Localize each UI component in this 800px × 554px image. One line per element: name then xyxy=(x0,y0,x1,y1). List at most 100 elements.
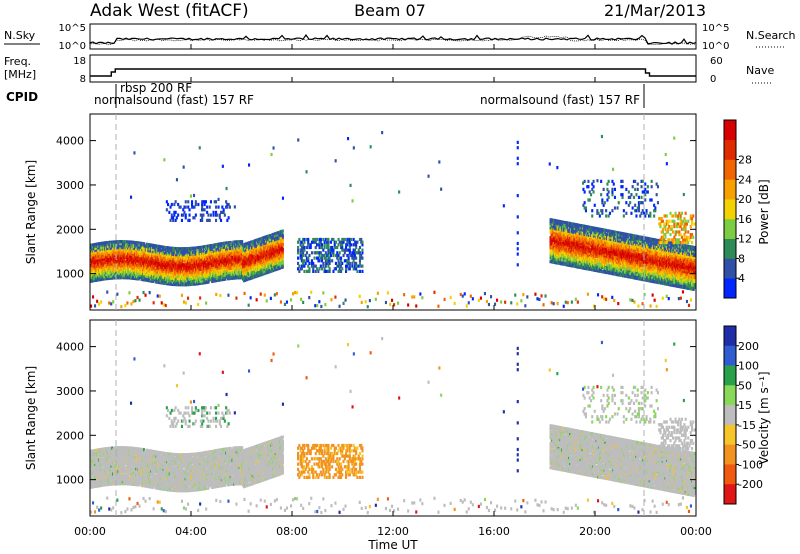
power-cell xyxy=(120,266,123,270)
cpid-program-3: normalsound (fast) 157 RF xyxy=(480,93,640,107)
power-cell xyxy=(152,259,155,264)
power-cell xyxy=(123,252,126,256)
power-cell xyxy=(192,276,195,280)
power-cell xyxy=(135,249,138,253)
power-cell xyxy=(111,274,114,278)
power-cell xyxy=(124,266,127,270)
sky-noise-panel: N.Sky 10^5 10^0 10^5 10^0 N.Search xyxy=(4,23,796,52)
power-cell xyxy=(112,268,115,272)
power-cell xyxy=(100,261,103,265)
power-cell xyxy=(149,269,152,273)
power-cell xyxy=(136,257,139,261)
power-cell xyxy=(119,260,122,264)
power-cell xyxy=(127,252,130,256)
power-cell xyxy=(109,240,112,244)
sky-right-tick-bottom: 10^0 xyxy=(702,41,729,52)
power-cell xyxy=(116,272,119,276)
power-cell xyxy=(195,264,198,268)
power-cell xyxy=(127,256,130,260)
power-cell xyxy=(193,266,196,270)
power-cell xyxy=(173,248,176,253)
power-cell xyxy=(281,259,284,263)
power-cell xyxy=(148,245,151,249)
power-cell xyxy=(178,283,181,287)
power-cell xyxy=(173,276,176,280)
power-cell xyxy=(281,229,284,233)
power-cell xyxy=(189,250,192,255)
power-cell xyxy=(160,249,163,253)
power-cell xyxy=(147,261,150,265)
power-cell xyxy=(185,261,188,265)
power-cell xyxy=(166,260,169,264)
power-cell xyxy=(166,280,169,284)
power-cell xyxy=(116,262,119,266)
power-cell xyxy=(100,277,103,281)
power-cell xyxy=(152,263,155,268)
power-cell xyxy=(185,281,188,285)
power-cell xyxy=(120,240,123,244)
power-cell xyxy=(111,264,114,268)
power-cell xyxy=(128,244,131,248)
power-cell xyxy=(124,250,127,254)
power-cell xyxy=(204,261,207,265)
power-cell xyxy=(172,258,175,262)
power-cell xyxy=(128,272,131,276)
power-cell xyxy=(141,243,144,248)
power-cell xyxy=(108,268,111,272)
power-cell xyxy=(98,254,101,258)
power-cell xyxy=(175,273,178,277)
cpid-program-1: normalsound (fast) 157 RF xyxy=(94,93,254,107)
power-cell xyxy=(121,242,124,246)
power-cell xyxy=(103,251,106,255)
power-cell xyxy=(102,257,105,261)
power-cell xyxy=(197,274,200,278)
power-cell xyxy=(197,272,200,276)
power-cell xyxy=(198,269,201,274)
power-cell xyxy=(91,279,94,283)
power-cell xyxy=(143,242,146,246)
power-cell xyxy=(94,270,97,274)
power-cell xyxy=(120,252,123,256)
power-cell xyxy=(181,265,184,269)
power-cell xyxy=(127,268,130,272)
power-cell xyxy=(138,251,141,255)
power-cell xyxy=(151,259,154,263)
power-cell xyxy=(152,265,155,270)
power-cell xyxy=(98,250,101,254)
power-cell xyxy=(166,248,169,252)
power-cell xyxy=(93,269,96,273)
power-cell xyxy=(115,244,118,248)
power-cell xyxy=(130,270,133,274)
power-cell xyxy=(111,240,114,244)
power-cell xyxy=(157,276,160,280)
power-cell xyxy=(114,262,117,266)
power-cell xyxy=(203,259,206,263)
power-cell xyxy=(157,256,160,260)
power-cell xyxy=(142,260,145,264)
power-cell xyxy=(91,243,94,247)
power-cell xyxy=(99,244,102,248)
power-cell xyxy=(172,256,175,260)
power-cell xyxy=(167,264,170,268)
power-cell xyxy=(241,240,244,244)
power-cell xyxy=(90,261,93,265)
power-cell xyxy=(189,248,192,253)
station-title: Adak West (fitACF) xyxy=(90,1,249,21)
power-cell xyxy=(162,249,165,253)
power-cell xyxy=(182,263,185,267)
sky-left-tick-top: 10^5 xyxy=(59,23,86,34)
power-cell xyxy=(181,261,184,265)
power-cell xyxy=(200,253,203,257)
power-cell xyxy=(127,248,130,252)
power-cell xyxy=(132,262,135,266)
power-cell xyxy=(187,263,190,267)
power-cell xyxy=(182,259,185,263)
power-cell xyxy=(160,267,163,271)
power-cell xyxy=(174,268,177,273)
power-cell xyxy=(141,273,144,278)
power-cell xyxy=(183,253,186,257)
power-cell xyxy=(92,245,95,249)
power-cell xyxy=(281,247,284,251)
